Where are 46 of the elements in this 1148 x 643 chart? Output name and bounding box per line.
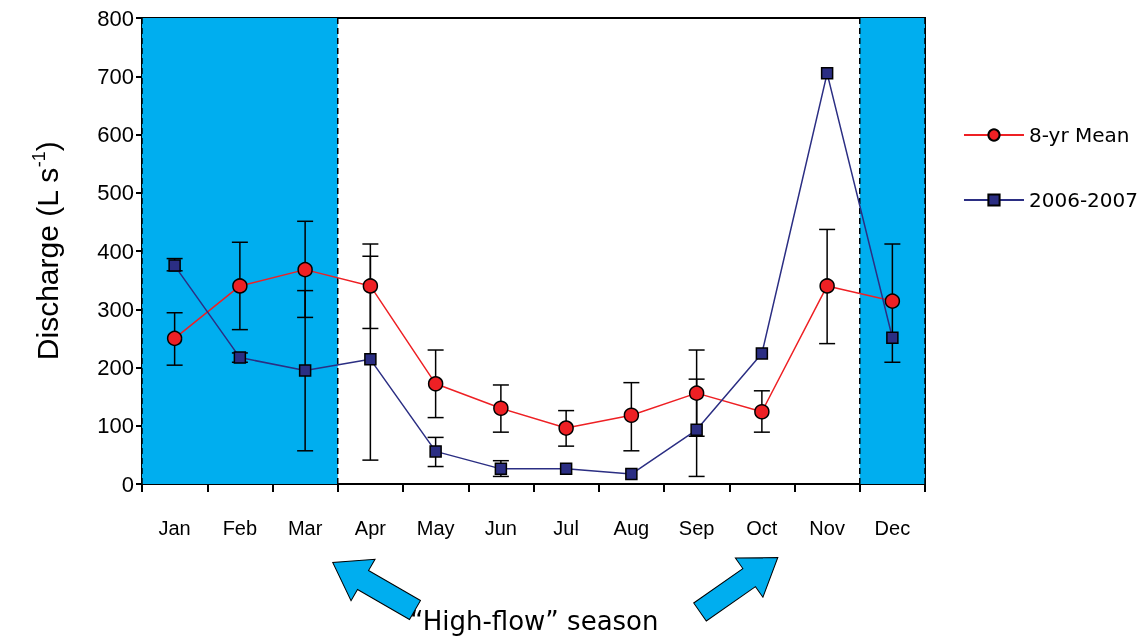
- point: [688, 385, 705, 401]
- x-tick-label: Jan: [158, 517, 191, 539]
- point: [623, 407, 640, 424]
- point: [886, 331, 899, 345]
- y-tick-label: 500: [97, 180, 134, 206]
- y-tick-label: 800: [97, 5, 134, 31]
- point: [884, 293, 901, 309]
- point: [559, 462, 573, 476]
- y-tick-label: 400: [97, 238, 134, 264]
- point: [429, 445, 442, 458]
- y-tick-label: 100: [97, 413, 134, 439]
- point: [625, 467, 638, 481]
- point: [755, 347, 769, 360]
- point: [819, 278, 835, 294]
- x-tick-label: Dec: [874, 517, 911, 539]
- legend-label: 8-yr Mean: [1028, 123, 1130, 147]
- point: [297, 261, 313, 278]
- point: [166, 330, 183, 347]
- point: [362, 278, 379, 294]
- point: [754, 404, 770, 420]
- x-tick-label: Aug: [613, 517, 650, 539]
- point: [427, 376, 444, 392]
- point: [690, 423, 703, 437]
- text: “High-flow” season: [410, 606, 659, 636]
- point: [493, 400, 509, 417]
- point: [558, 420, 574, 436]
- y-tick-label: 200: [97, 355, 134, 380]
- y-tick-label: 700: [97, 63, 134, 89]
- x-tick-label: May: [416, 517, 455, 539]
- x-tick-label: Feb: [222, 517, 258, 539]
- x-tick-label: Apr: [354, 517, 387, 539]
- y-tick-label: 300: [97, 296, 134, 322]
- x-tick-label: Sep: [678, 517, 715, 539]
- y-tick-label: 0: [121, 471, 134, 497]
- point: [298, 364, 312, 377]
- x-tick-label: Jul: [553, 517, 579, 539]
- legend-label: 2006-2007: [1028, 188, 1138, 212]
- x-tick-label: Jun: [484, 517, 517, 539]
- point: [820, 67, 834, 80]
- x-tick-label: Nov: [809, 517, 845, 539]
- point: [364, 353, 377, 366]
- x-tick-label: Oct: [746, 517, 778, 539]
- point: [232, 278, 248, 294]
- y-axis-title: Discharge (L s-1): [29, 141, 64, 361]
- y-tick-label: 600: [97, 122, 134, 147]
- x-tick-label: Mar: [287, 517, 323, 539]
